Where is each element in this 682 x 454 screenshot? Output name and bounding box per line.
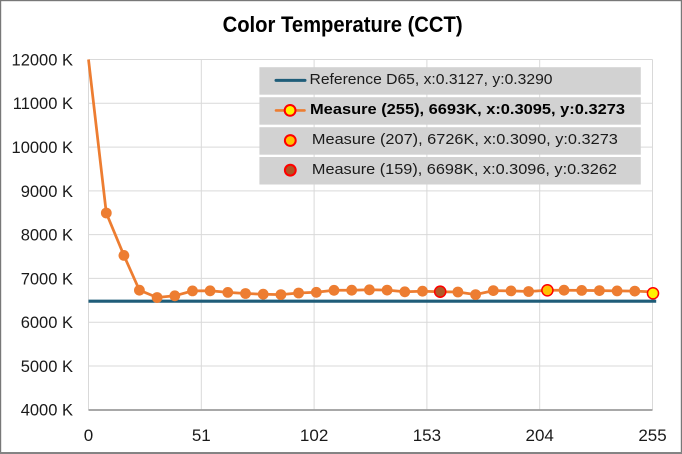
svg-text:102: 102 (300, 426, 328, 445)
svg-text:6000 K: 6000 K (21, 314, 73, 332)
svg-text:0: 0 (84, 426, 93, 445)
svg-text:Measure (159), 6698K, x:0.3096: Measure (159), 6698K, x:0.3096, y:0.3262 (312, 161, 617, 178)
svg-text:10000 K: 10000 K (12, 139, 73, 157)
svg-text:8000 K: 8000 K (21, 227, 73, 245)
svg-text:Measure (207), 6726K, x:0.3090: Measure (207), 6726K, x:0.3090, y:0.3273 (312, 131, 618, 148)
svg-text:5000 K: 5000 K (21, 358, 73, 376)
svg-text:51: 51 (192, 426, 211, 445)
svg-text:7000 K: 7000 K (21, 270, 73, 288)
svg-text:Color Temperature (CCT): Color Temperature (CCT) (223, 12, 463, 37)
svg-text:153: 153 (413, 426, 441, 445)
svg-text:255: 255 (638, 426, 666, 445)
svg-text:Measure (255), 6693K, x:0.3095: Measure (255), 6693K, x:0.3095, y:0.3273 (310, 101, 625, 118)
svg-text:12000 K: 12000 K (12, 51, 73, 69)
svg-text:9000 K: 9000 K (21, 183, 73, 201)
svg-text:204: 204 (526, 426, 554, 445)
svg-text:4000 K: 4000 K (21, 402, 73, 420)
svg-text:11000 K: 11000 K (13, 95, 73, 113)
svg-text:Reference D65, x:0.3127, y:0.3: Reference D65, x:0.3127, y:0.3290 (310, 71, 553, 88)
